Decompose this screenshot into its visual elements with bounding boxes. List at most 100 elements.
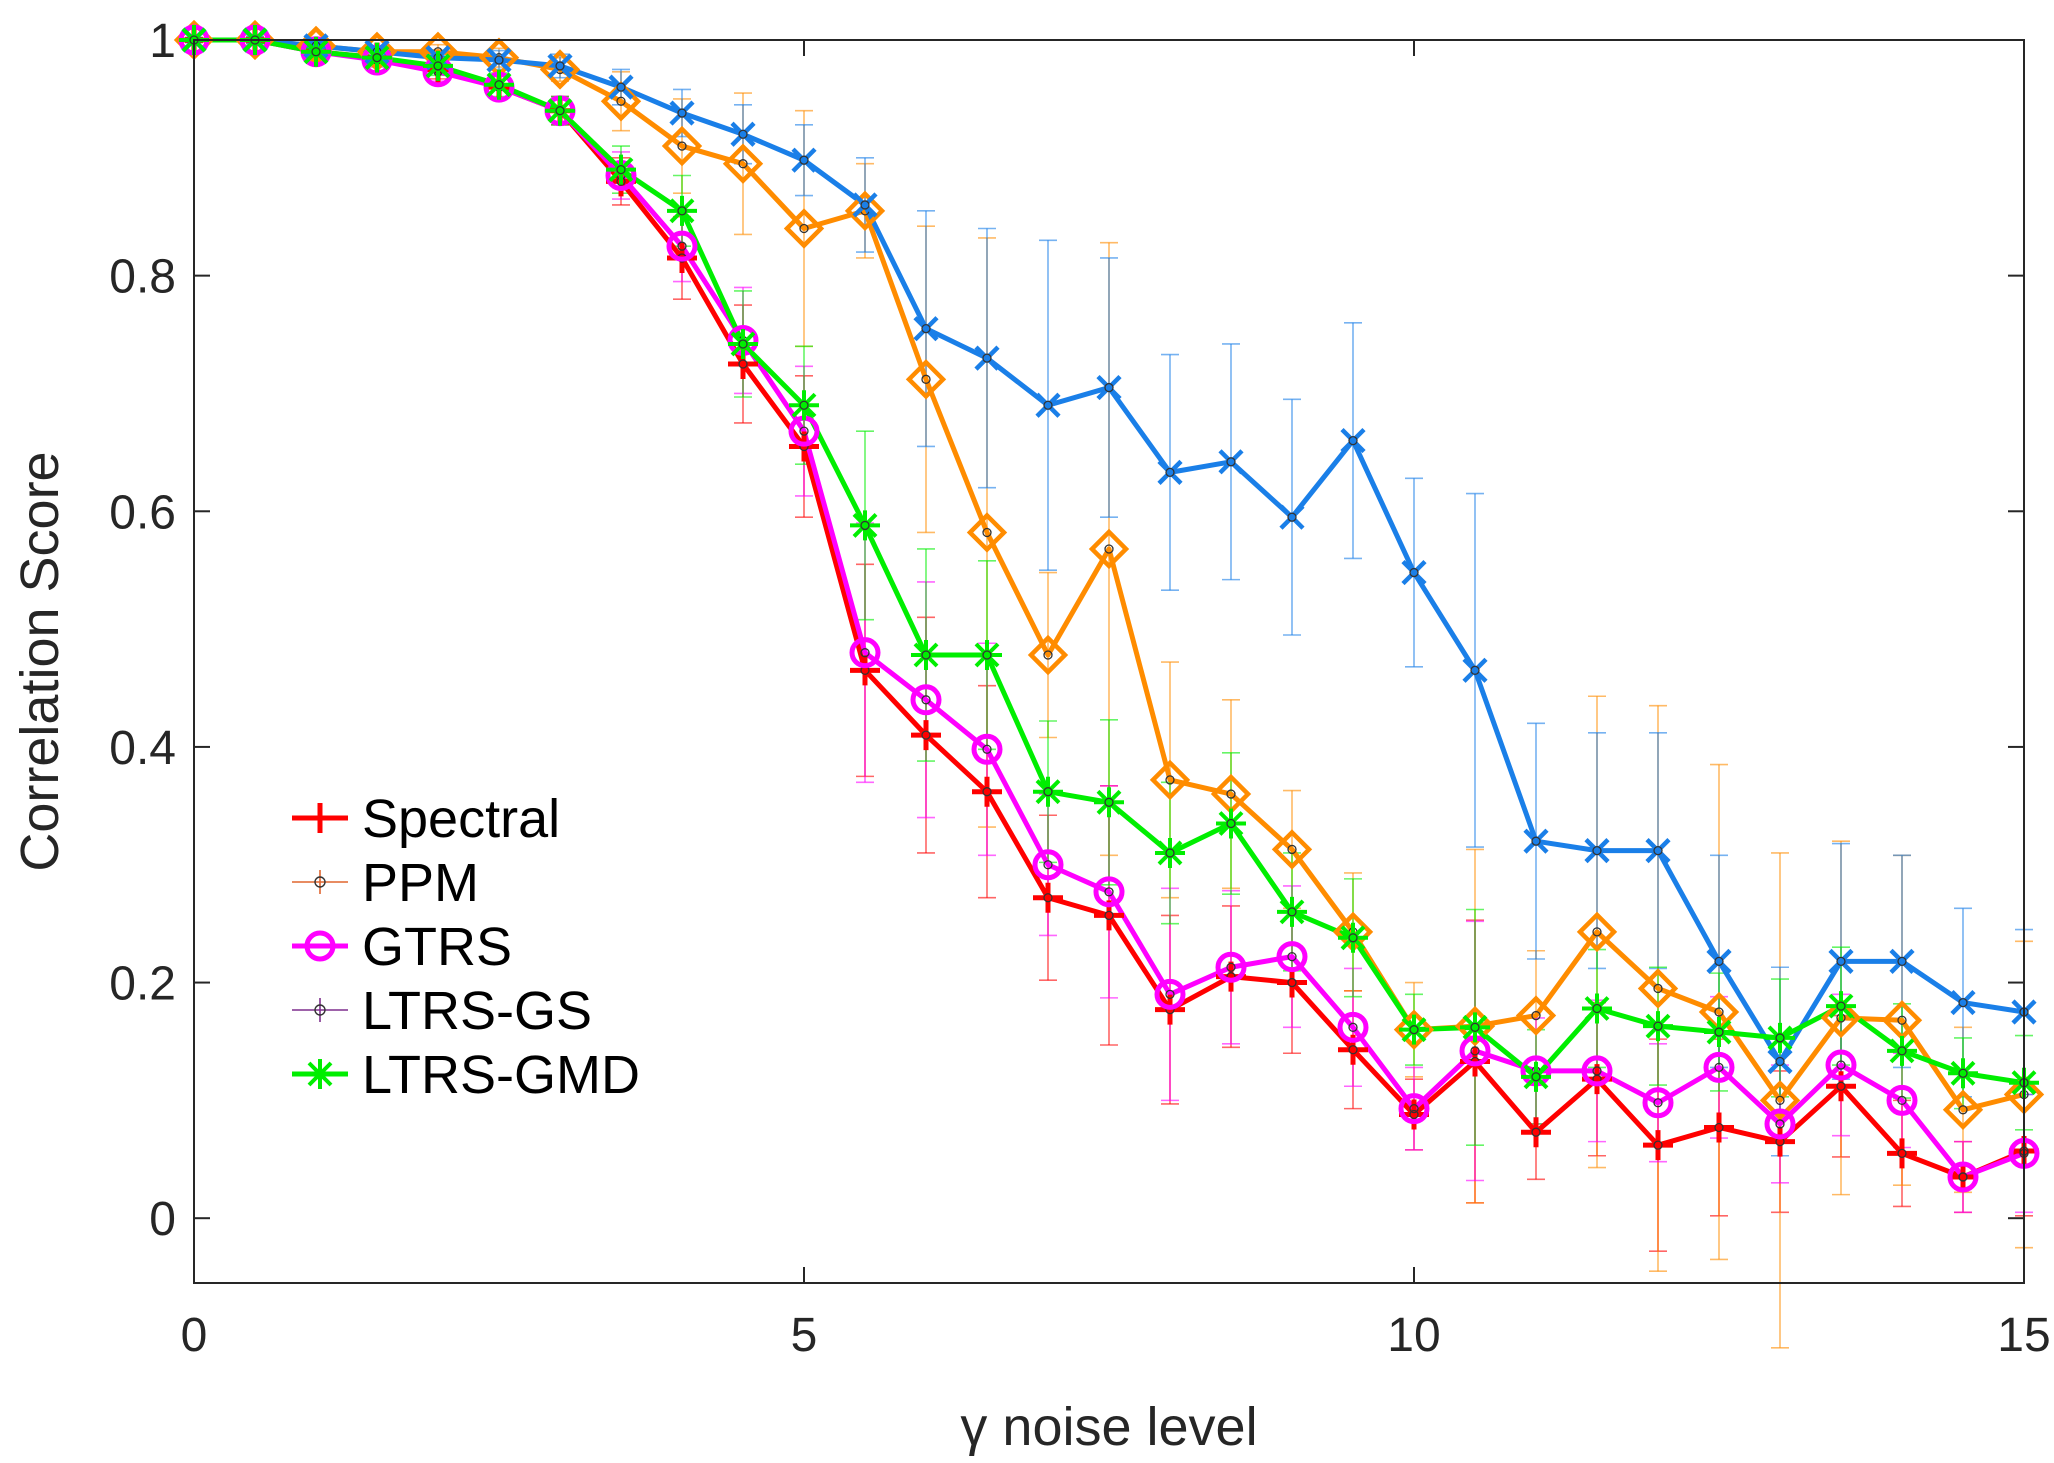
gtrs-point xyxy=(1642,1087,1674,1119)
gtrs-point xyxy=(849,637,881,669)
ltrs-gmd-point-center xyxy=(1897,1046,1907,1056)
ppm-point xyxy=(905,359,947,400)
legend-item-ppm: PPM xyxy=(292,853,479,913)
gtrs-point-center xyxy=(1348,1022,1358,1032)
ppm-point xyxy=(1271,829,1313,870)
gtrs-point-center xyxy=(1897,1095,1907,1106)
gtrs-point-center xyxy=(677,241,687,251)
ltrs-gmd-point-center xyxy=(860,520,870,531)
y-axis-label: Correlation Score xyxy=(10,451,70,871)
x-tick-label: 15 xyxy=(1997,1309,2050,1362)
gtrs-point-center xyxy=(1043,860,1053,870)
legend-label: LTRS-GMD xyxy=(362,1045,640,1105)
ltrs-gmd-point-center xyxy=(616,164,626,175)
ltrs-gs-point-center xyxy=(616,82,626,92)
gtrs-point xyxy=(1337,1011,1369,1043)
ppm-point xyxy=(1942,1089,1984,1130)
ltrs-gmd-point-center xyxy=(1592,1003,1602,1014)
ltrs-gs-point-center xyxy=(1165,467,1175,478)
ltrs-gmd-point-center xyxy=(1470,1022,1480,1032)
ltrs-gmd-point xyxy=(301,36,331,67)
ppm-point xyxy=(1088,528,1130,570)
ltrs-gs-point-center xyxy=(1104,382,1114,393)
gtrs-point xyxy=(910,684,942,716)
ppm-point xyxy=(783,208,825,249)
ltrs-gmd-point xyxy=(484,69,514,100)
ltrs-gmd-point xyxy=(1582,993,1612,1024)
ppm-point-center xyxy=(921,374,931,384)
gtrs-point-center xyxy=(1958,1172,1968,1182)
ltrs-gmd-point xyxy=(606,154,636,185)
spectral-point-center xyxy=(1104,910,1114,921)
ltrs-gmd-point xyxy=(1704,1017,1734,1048)
ltrs-gmd-point-center xyxy=(982,650,992,660)
ltrs-gmd-point-center xyxy=(1104,797,1114,807)
ltrs-gs-point xyxy=(1828,948,1854,974)
gtrs-point-center xyxy=(1165,989,1175,999)
y-tick-label: 1 xyxy=(149,15,176,68)
ltrs-gs-point xyxy=(1645,838,1671,864)
ppm-point-center xyxy=(1897,1015,1907,1025)
ltrs-gmd-point xyxy=(1216,808,1246,839)
ltrs-gs-point xyxy=(1767,1048,1793,1075)
ltrs-gmd-point-center xyxy=(1226,818,1236,829)
ltrs-gmd-point xyxy=(1765,1022,1795,1053)
ltrs-gs-point-center xyxy=(1348,435,1358,446)
legend-label: PPM xyxy=(362,853,479,913)
y-tick-label: 0 xyxy=(149,1193,176,1246)
ltrs-gs-point-center xyxy=(982,353,992,363)
ltrs-gs-point-center xyxy=(1958,997,1968,1008)
ltrs-gs-point xyxy=(974,345,1000,371)
ltrs-gmd-point xyxy=(1094,787,1124,818)
ppm-point xyxy=(1820,997,1862,1039)
legend-label: LTRS-GS xyxy=(362,981,592,1041)
spectral-point xyxy=(1948,1161,1978,1192)
gtrs-point-center xyxy=(1714,1062,1724,1073)
gtrs-point xyxy=(1825,1049,1857,1081)
ppm-point-center xyxy=(1165,775,1175,785)
ltrs-gmd-point xyxy=(1399,1014,1429,1045)
gtrs-point xyxy=(1215,951,1247,983)
ltrs-gs-point xyxy=(1218,449,1244,475)
ltrs-gmd-point xyxy=(972,640,1002,671)
legend-swatch-marker xyxy=(304,930,336,962)
spectral-point xyxy=(1643,1130,1673,1161)
spectral-point-center xyxy=(1836,1081,1846,1091)
spectral-point xyxy=(972,776,1002,807)
ltrs-gmd-point xyxy=(1155,837,1185,868)
ppm-point-center xyxy=(1226,789,1236,799)
ltrs-gmd-point xyxy=(789,390,819,421)
ltrs-gs-point xyxy=(730,121,756,147)
ltrs-gmd-point-center xyxy=(1409,1025,1419,1035)
ppm-point xyxy=(966,512,1008,553)
ltrs-gs-point xyxy=(1950,989,1976,1016)
series-markers xyxy=(173,19,2045,1193)
ppm-point-center xyxy=(1531,1010,1541,1021)
ppm-point xyxy=(1393,1009,1435,1050)
ltrs-gmd-point-center xyxy=(799,400,809,410)
spectral-point xyxy=(1704,1112,1734,1143)
ltrs-gmd-point-center xyxy=(1836,1001,1846,1011)
spectral-point xyxy=(1277,967,1307,998)
ltrs-gmd-point xyxy=(1338,922,1368,953)
ltrs-gmd-point xyxy=(850,510,880,541)
spectral-point-center xyxy=(921,730,931,740)
ppm-point-center xyxy=(1714,1007,1724,1017)
ppm-point-center xyxy=(616,96,626,106)
gtrs-point xyxy=(1947,1161,1979,1193)
ltrs-gmd-point xyxy=(423,50,453,81)
gtrs-point-center xyxy=(1470,1046,1480,1056)
ltrs-gmd-point-center xyxy=(677,206,687,216)
ltrs-gs-point-center xyxy=(1897,956,1907,967)
ppm-point xyxy=(1759,1080,1801,1121)
ltrs-gmd-point xyxy=(1643,1011,1673,1042)
ltrs-gmd-point xyxy=(545,95,575,126)
ppm-point-center xyxy=(1592,927,1602,937)
gtrs-point xyxy=(1032,849,1064,881)
ltrs-gmd-point xyxy=(667,195,697,226)
ltrs-gs-point xyxy=(486,47,512,73)
gtrs-point-center xyxy=(921,695,931,705)
ppm-point-center xyxy=(738,159,748,169)
y-axis-ticks: 0 0.2 0.4 0.6 0.8 1 xyxy=(109,15,2024,1246)
